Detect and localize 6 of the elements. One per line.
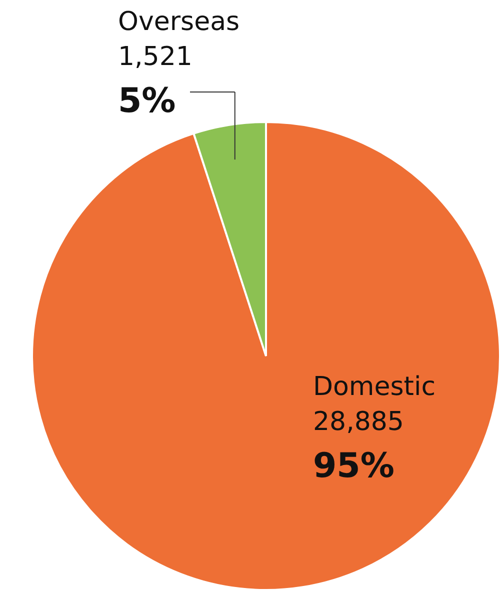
data-label: 28,885 (313, 407, 404, 437)
slice-label: Overseas (118, 7, 240, 37)
text: 5% (118, 81, 176, 121)
slice-label: Domestic (313, 372, 436, 402)
data-label: 1,521 (118, 42, 192, 72)
text: 95% (313, 446, 394, 486)
